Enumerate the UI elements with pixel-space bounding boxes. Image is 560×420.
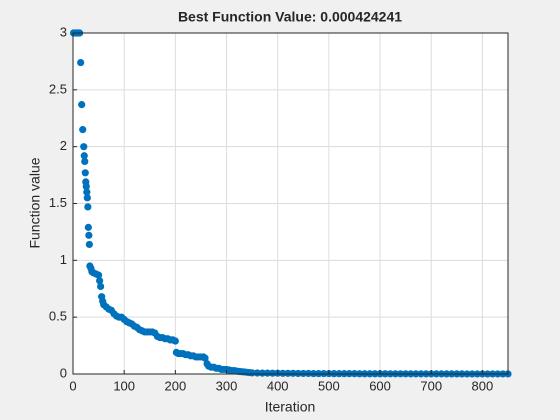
point — [80, 152, 88, 160]
chart-title: Best Function Value: 0.000424241 — [178, 9, 402, 25]
x-axis-label: Iteration — [265, 399, 316, 415]
x-tick-label: 100 — [113, 378, 135, 393]
x-tick-label: 600 — [369, 378, 391, 393]
point — [263, 369, 272, 377]
point — [84, 223, 92, 231]
point — [96, 277, 104, 285]
y-tick-label: 1.5 — [49, 195, 67, 210]
x-tick-label: 700 — [420, 378, 442, 393]
point — [83, 194, 91, 202]
point — [81, 157, 89, 166]
y-tick-label: 0 — [60, 365, 67, 380]
point — [289, 369, 297, 377]
point — [268, 369, 277, 377]
point — [253, 369, 261, 377]
point — [80, 143, 88, 151]
point — [78, 101, 86, 109]
point — [85, 240, 93, 249]
point — [304, 369, 313, 378]
point — [294, 369, 302, 378]
y-tick-label: 3 — [60, 24, 67, 39]
y-tick-label: 2.5 — [49, 81, 67, 96]
x-tick-label: 800 — [472, 378, 494, 393]
y-tick-label: 2 — [60, 138, 67, 153]
y-axis-label: Function value — [27, 157, 43, 248]
point — [84, 203, 92, 211]
point — [201, 354, 209, 362]
point — [284, 369, 292, 377]
point — [83, 188, 91, 196]
point — [248, 369, 256, 377]
point — [85, 231, 93, 239]
x-tick-label: 400 — [267, 378, 289, 393]
x-tick-label: 500 — [318, 378, 340, 393]
x-tick-label: 300 — [216, 378, 238, 393]
y-tick-label: 1 — [60, 252, 67, 267]
point — [279, 369, 287, 377]
x-tick-label: 0 — [69, 378, 76, 393]
point — [79, 126, 87, 134]
point — [81, 169, 89, 177]
point — [299, 369, 307, 378]
point — [171, 337, 179, 345]
x-tick-label: 200 — [165, 378, 187, 393]
point — [258, 369, 266, 377]
point — [77, 58, 85, 67]
point — [94, 271, 103, 279]
point — [97, 282, 105, 291]
y-tick-label: 0.5 — [49, 309, 67, 324]
point — [82, 182, 90, 191]
